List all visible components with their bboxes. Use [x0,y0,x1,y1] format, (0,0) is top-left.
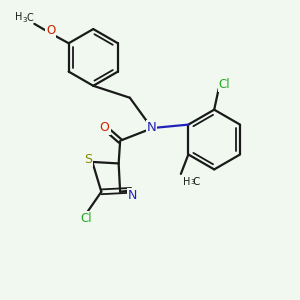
Text: H: H [183,177,190,187]
Text: C: C [26,13,33,23]
Text: O: O [100,121,110,134]
Text: O: O [46,24,56,37]
Text: Cl: Cl [219,78,230,91]
Text: N: N [147,121,156,134]
Text: H: H [15,12,22,22]
Text: Cl: Cl [81,212,92,225]
Text: C: C [193,177,200,187]
Text: 3: 3 [22,17,27,23]
Text: N: N [128,189,137,202]
Text: 3: 3 [190,178,194,184]
Text: S: S [84,153,92,166]
